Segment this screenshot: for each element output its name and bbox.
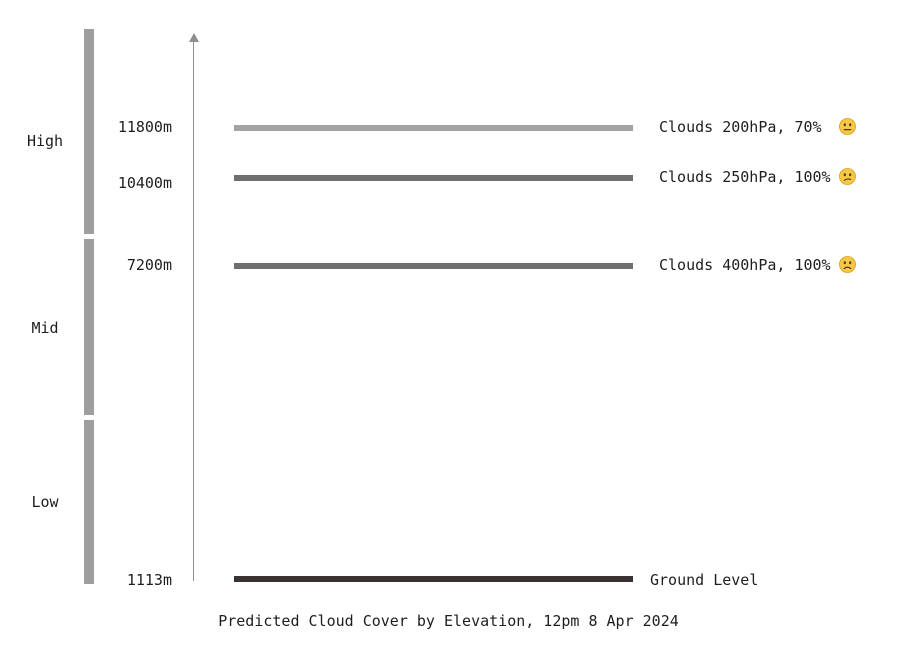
ground-level-label: Ground Level xyxy=(650,571,759,589)
ground-level-line xyxy=(234,576,633,582)
frowning-face-icon xyxy=(838,256,856,273)
elevation-label: 7200m xyxy=(126,256,172,274)
cloud-layer-label: Clouds 200hPa, 70% xyxy=(659,118,856,136)
cloud-layer-line-400hpa xyxy=(234,263,633,269)
band-label-low: Low xyxy=(31,493,59,511)
cloud-layer-line-250hpa xyxy=(234,175,633,181)
elevation-label: 1113m xyxy=(126,571,172,589)
band-bar-high xyxy=(84,29,94,234)
confused-face-icon xyxy=(838,168,856,185)
cloud-layer-label: Clouds 250hPa, 100% xyxy=(659,168,856,186)
diagram-caption: Predicted Cloud Cover by Elevation, 12pm… xyxy=(218,612,679,630)
band-label-high: High xyxy=(26,132,64,150)
cloud-layer-label-text: Clouds 400hPa, 100% xyxy=(659,256,831,274)
elevation-label: 11800m xyxy=(117,118,172,136)
cloud-layer-label-text: Clouds 200hPa, 70% xyxy=(659,118,822,136)
cloud-layer-line-200hpa xyxy=(234,125,633,131)
elevation-label: 10400m xyxy=(117,174,172,192)
band-bar-mid xyxy=(84,239,94,415)
cloud-layer-label: Clouds 400hPa, 100% xyxy=(659,256,856,274)
band-label-mid: Mid xyxy=(31,319,59,337)
cloud-layer-label-text: Clouds 250hPa, 100% xyxy=(659,168,831,186)
neutral-face-icon xyxy=(838,118,856,135)
band-bar-low xyxy=(84,420,94,584)
elevation-axis-line xyxy=(193,40,194,581)
axis-arrow-up-icon xyxy=(189,33,199,42)
